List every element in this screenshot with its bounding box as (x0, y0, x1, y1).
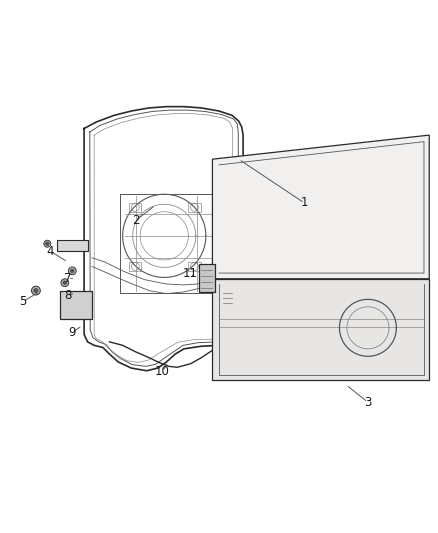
Circle shape (61, 279, 69, 287)
Circle shape (71, 269, 74, 273)
Circle shape (60, 241, 69, 250)
Circle shape (315, 364, 322, 371)
Circle shape (67, 312, 69, 315)
Circle shape (64, 310, 71, 317)
Circle shape (64, 293, 71, 300)
Circle shape (418, 303, 423, 309)
Circle shape (225, 303, 230, 309)
Polygon shape (57, 240, 88, 251)
Circle shape (225, 288, 230, 293)
Bar (188, 262, 201, 271)
Circle shape (418, 288, 423, 293)
Circle shape (34, 288, 38, 293)
Circle shape (63, 243, 67, 248)
Circle shape (408, 364, 415, 371)
Polygon shape (212, 135, 429, 279)
Bar (219, 288, 237, 310)
Circle shape (236, 288, 241, 293)
Circle shape (413, 303, 418, 309)
Text: 2: 2 (132, 214, 140, 227)
Circle shape (413, 288, 418, 293)
Text: 8: 8 (64, 289, 71, 302)
Polygon shape (60, 290, 92, 319)
Circle shape (236, 303, 241, 309)
Text: 4: 4 (46, 245, 54, 257)
Circle shape (67, 304, 69, 306)
Circle shape (63, 281, 67, 285)
Text: 10: 10 (155, 365, 170, 378)
Circle shape (68, 267, 76, 275)
Text: 11: 11 (183, 266, 198, 280)
Text: 1: 1 (300, 197, 308, 209)
Bar (129, 203, 141, 212)
Bar (129, 262, 141, 271)
Circle shape (67, 295, 69, 297)
Polygon shape (212, 279, 429, 379)
Circle shape (315, 284, 322, 291)
Circle shape (44, 240, 51, 247)
Text: 9: 9 (68, 326, 76, 338)
Text: 3: 3 (364, 396, 371, 409)
Bar (188, 203, 201, 212)
Circle shape (64, 302, 71, 309)
Polygon shape (199, 264, 215, 292)
Text: 7: 7 (64, 272, 72, 285)
Circle shape (32, 286, 40, 295)
Circle shape (408, 284, 415, 291)
Text: 5: 5 (19, 295, 26, 308)
Circle shape (46, 242, 49, 246)
